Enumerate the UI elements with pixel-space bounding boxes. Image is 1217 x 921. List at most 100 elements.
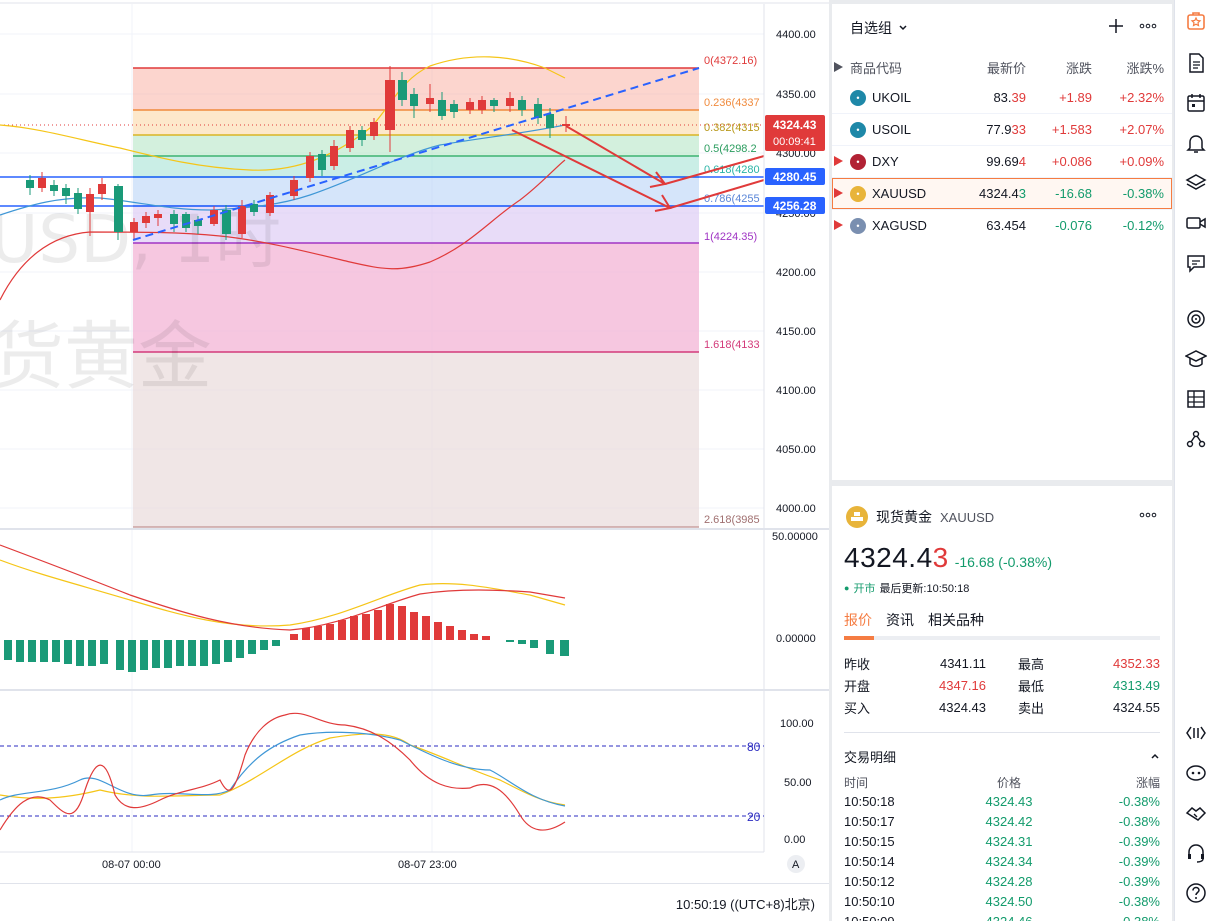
col-change[interactable]: 涨跌 bbox=[1065, 60, 1092, 76]
chat-icon[interactable] bbox=[1183, 250, 1209, 276]
quote-key: 昨收 bbox=[844, 656, 871, 672]
watchlist-row-xagusd[interactable]: • XAGUSD 63.454 -0.076 -0.12% bbox=[832, 210, 1172, 241]
flag-icon[interactable] bbox=[834, 156, 843, 166]
change: +1.89 bbox=[1059, 90, 1092, 105]
fib-labels: 0(4372.16) 0.236(4337 0.382(4315 0.5(429… bbox=[704, 55, 760, 526]
symbol-cell: • XAUUSD bbox=[832, 185, 970, 202]
trades-section: 交易明细 时间 价格 涨幅 10:50:18 4324.43 -0.38% 10:50… bbox=[832, 733, 1172, 921]
divider bbox=[832, 145, 1172, 146]
watchlist-selector[interactable]: 自选组 bbox=[850, 18, 908, 38]
watchlist-row-ukoil[interactable]: • UKOIL 83.39 +1.89 +2.32% bbox=[832, 82, 1172, 113]
macd-histogram[interactable] bbox=[4, 604, 569, 672]
code-icon[interactable] bbox=[1183, 720, 1209, 746]
watchlist-title: 自选组 bbox=[850, 20, 892, 36]
right-panel: 自选组 商品代码 bbox=[832, 4, 1172, 921]
tab-quote[interactable]: 报价 bbox=[844, 612, 872, 628]
us-flag-icon: • bbox=[850, 153, 866, 170]
quote-key: 卖出 bbox=[1018, 700, 1045, 716]
last-price-tail: 3 bbox=[1018, 186, 1026, 201]
symbol-label: UKOIL bbox=[872, 90, 912, 105]
gold-icon bbox=[846, 506, 868, 528]
watchlist-row-xauusd[interactable]: • XAUUSD 4324.43 -16.68 -0.38% bbox=[832, 178, 1172, 209]
target-icon[interactable] bbox=[1183, 306, 1209, 332]
candlesticks[interactable] bbox=[26, 66, 570, 240]
calendar-icon[interactable] bbox=[1183, 90, 1209, 116]
gold-icon: • bbox=[850, 185, 866, 202]
handshake-icon[interactable] bbox=[1183, 800, 1209, 826]
layers-icon[interactable] bbox=[1183, 170, 1209, 196]
col-symbol[interactable]: 商品代码 bbox=[832, 58, 970, 77]
table-icon[interactable] bbox=[1183, 386, 1209, 412]
flag-icon[interactable] bbox=[834, 62, 843, 72]
trend-line[interactable] bbox=[132, 67, 700, 241]
video-icon[interactable] bbox=[1183, 210, 1209, 236]
quote-value: 4352.33 bbox=[1113, 655, 1160, 671]
quote-value: 4324.55 bbox=[1113, 699, 1160, 715]
stoch-k bbox=[0, 731, 566, 807]
symbol-watermark: 货黄金 bbox=[0, 314, 212, 400]
flag-icon[interactable] bbox=[834, 188, 843, 198]
trades-title: 交易明细 bbox=[844, 750, 897, 765]
col-last[interactable]: 最新价 bbox=[986, 60, 1026, 76]
trade-price: 4324.34 bbox=[985, 853, 1033, 869]
trade-time: 10:50:10 bbox=[844, 893, 895, 909]
quote-value: 4313.49 bbox=[1113, 677, 1160, 693]
status-dot-icon: ● bbox=[844, 583, 850, 593]
last-price: 63.454 bbox=[970, 218, 1026, 233]
notes-icon[interactable] bbox=[1183, 50, 1209, 76]
last-price: 99.694 bbox=[970, 154, 1026, 169]
macd-axis-label: 0.00000 bbox=[776, 633, 816, 645]
fib-zones[interactable] bbox=[133, 67, 699, 528]
last-price-main: 77.9 bbox=[986, 122, 1012, 137]
network-icon[interactable] bbox=[1183, 426, 1209, 452]
flag-icon[interactable] bbox=[834, 220, 843, 230]
arrow-drawings[interactable] bbox=[511, 125, 765, 212]
fib-label: 2.618(3985 bbox=[704, 514, 760, 526]
alert-icon[interactable] bbox=[1183, 130, 1209, 156]
help-icon[interactable] bbox=[1183, 880, 1209, 906]
bb-lower bbox=[0, 159, 566, 301]
more-icon[interactable] bbox=[1138, 18, 1158, 39]
last-price-main: 99.69 bbox=[986, 154, 1019, 169]
clock[interactable]: 10:50:19 ((UTC+8)北京) bbox=[675, 897, 815, 912]
last-price-tail: 4 bbox=[1018, 154, 1026, 169]
last-price-tail: 33 bbox=[1011, 122, 1026, 137]
watchlist-icon[interactable] bbox=[1183, 8, 1209, 34]
time-label: 08-07 23:00 bbox=[398, 859, 457, 871]
trade-row: 10:50:09 4324.46 -0.38% bbox=[844, 911, 1160, 921]
symbol-cell: • DXY bbox=[832, 153, 970, 170]
price-tick: 4350.00 bbox=[776, 89, 816, 101]
tab-related[interactable]: 相关品种 bbox=[928, 612, 984, 628]
change: -0.076 bbox=[1055, 218, 1092, 233]
education-icon[interactable] bbox=[1183, 346, 1209, 372]
fib-label: 0.382(4315 bbox=[704, 122, 760, 134]
chart-area[interactable]: 0(4372.16) 0.236(4337 0.382(4315 0.5(429… bbox=[0, 0, 829, 921]
col-change-pct[interactable]: 涨跌% bbox=[1126, 60, 1164, 76]
plus-icon[interactable] bbox=[1108, 18, 1124, 39]
quote-key: 买入 bbox=[844, 700, 871, 716]
community-icon[interactable] bbox=[1183, 760, 1209, 786]
symbol-label: XAGUSD bbox=[872, 218, 927, 233]
last-price: 83.39 bbox=[970, 90, 1026, 105]
watchlist-row-usoil[interactable]: • USOIL 77.933 +1.583 +2.07% bbox=[832, 114, 1172, 145]
watchlist-row-dxy[interactable]: • DXY 99.694 +0.086 +0.09% bbox=[832, 146, 1172, 177]
stoch-d bbox=[0, 712, 566, 831]
trade-price: 4324.31 bbox=[985, 833, 1033, 849]
quote-row: 开盘 4347.16 最低 4313.49 bbox=[844, 674, 1160, 696]
chevron-up-icon[interactable] bbox=[1150, 749, 1160, 764]
quote-value: 4347.16 bbox=[939, 677, 986, 693]
trade-time: 10:50:09 bbox=[844, 913, 895, 921]
trade-time: 10:50:17 bbox=[844, 813, 895, 829]
tab-news[interactable]: 资讯 bbox=[886, 612, 914, 628]
time-label: 08-07 00:00 bbox=[102, 859, 161, 871]
detail-name: 现货黄金 bbox=[876, 509, 932, 525]
more-icon[interactable] bbox=[1138, 507, 1158, 528]
auto-scale-button[interactable] bbox=[787, 855, 805, 873]
price-axis[interactable]: 4400.00 4350.00 4300.00 4250.00 4200.00 … bbox=[776, 29, 816, 515]
symbol-label: USOIL bbox=[872, 122, 912, 137]
trade-price: 4324.46 bbox=[985, 913, 1033, 921]
quote-value: 4341.11 bbox=[939, 655, 986, 671]
support-icon[interactable] bbox=[1183, 840, 1209, 866]
chart-svg[interactable]: 0(4372.16) 0.236(4337 0.382(4315 0.5(429… bbox=[0, 0, 829, 883]
